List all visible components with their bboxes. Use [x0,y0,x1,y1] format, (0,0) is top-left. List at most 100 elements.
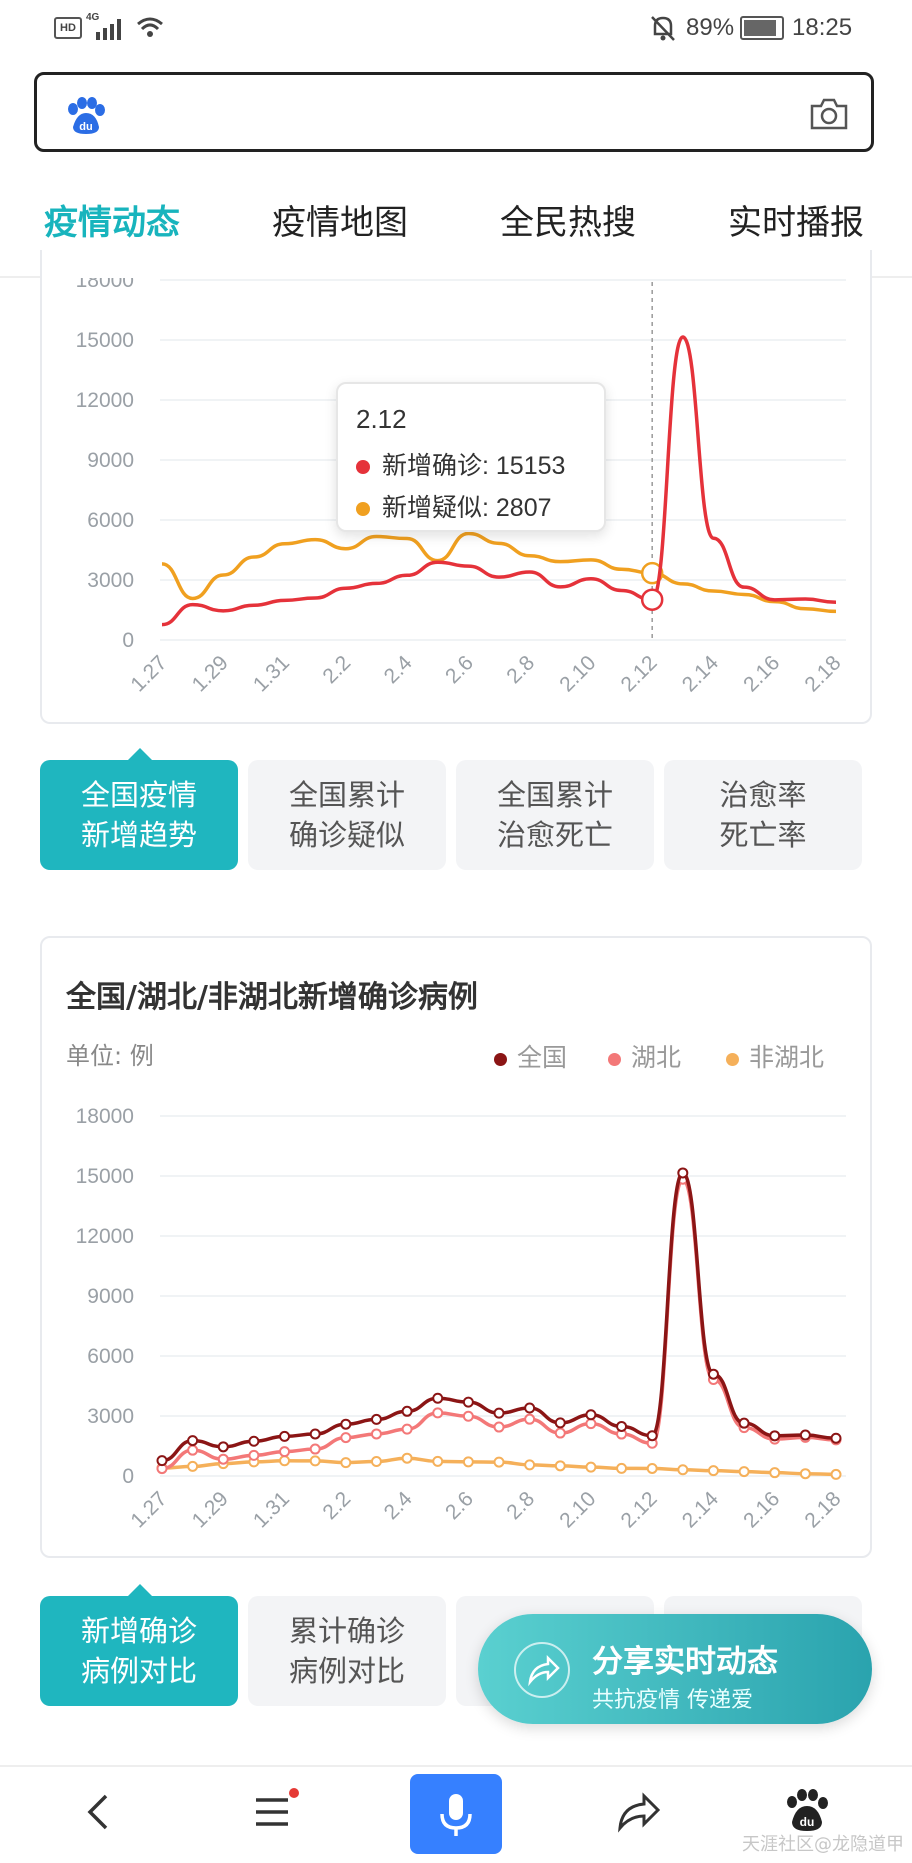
chart2-svg[interactable]: 0 3000 6000 9000 12000 15000 18000 1.27 1.29 1.31… [0,1100,912,1550]
data-point [217,1441,229,1453]
y-tick-label: 15000 [76,329,134,352]
data-point [401,1405,413,1417]
tooltip-date: 2.12 [356,404,407,434]
segment-line2: 死亡率 [719,818,807,852]
data-point [279,1430,291,1442]
y-tick-label: 12000 [76,389,134,412]
segment-cure-death-rate[interactable]: 治愈率 死亡率 [664,760,862,870]
data-point [830,1468,842,1480]
svg-text:du: du [800,1815,815,1829]
data-point [799,1468,811,1480]
data-point [524,1459,536,1471]
tab-epidemic-news[interactable]: 疫情动态 [44,203,180,243]
chart2-title: 全国/湖北/非湖北新增确诊病例 [66,980,478,1015]
highlight-point [640,588,664,611]
legend-hubei[interactable]: 湖北 [608,1038,681,1074]
legend-national[interactable]: 全国 [494,1038,567,1074]
battery-icon [740,16,784,40]
x-tick-label: 1.31 [249,651,294,696]
data-point [738,1466,750,1478]
battery-percent: 89% [686,14,735,41]
chart1-tooltip: 2.12 新增确诊: 15153 新增疑似: 2807 [336,382,606,532]
share-live-button[interactable]: 分享实时动态 共抗疫情 传递爱 [478,1614,872,1724]
x-tick-label: 2.6 [441,1487,478,1524]
chart1-svg[interactable]: 0 3000 6000 9000 12000 15000 18000 1.27 1.29 1.31… [0,278,912,718]
data-point [524,1402,536,1414]
share-icon[interactable] [614,1790,662,1834]
data-point [585,1461,597,1473]
signal-icon [96,19,121,40]
x-tick-label: 1.29 [188,651,233,696]
series-line-新增疑似 [161,531,837,614]
x-tick-label: 2.16 [739,1487,784,1532]
data-point [462,1456,474,1468]
network-type: 4G [86,12,100,23]
x-tick-label: 2.4 [380,1487,417,1524]
tooltip-suspected-text: 新增疑似: 2807 [382,494,552,522]
segment-new-confirmed-compare[interactable]: 新增确诊 病例对比 [40,1596,238,1706]
segment-line1: 新增确诊 [80,1614,197,1648]
data-point [646,1430,658,1442]
data-point [493,1456,505,1468]
data-point [585,1418,597,1430]
data-point [554,1460,566,1472]
tab-hot-search[interactable]: 全民热搜 [500,203,636,243]
legend-dot [494,1052,507,1066]
segment-cumulative-confirmed-suspected[interactable]: 全国累计 确诊疑似 [248,760,446,870]
y-tick-label: 3000 [87,569,134,592]
segment-cumulative-confirmed-compare[interactable]: 累计确诊 病例对比 [248,1596,446,1706]
data-point [616,1462,628,1474]
data-point [432,1455,444,1467]
y-tick-label: 9000 [87,1285,134,1308]
data-point [769,1467,781,1479]
segment-line1: 治愈率 [719,778,807,812]
data-point [156,1455,168,1467]
x-tick-label: 2.12 [617,1487,662,1532]
segment-line2: 病例对比 [80,1654,197,1688]
x-tick-label: 2.2 [318,651,355,688]
tab-live-report[interactable]: 实时播报 [728,203,864,243]
share-subtitle: 共抗疫情 传递爱 [592,1688,753,1713]
legend-label: 全国 [517,1043,568,1072]
y-tick-label: 6000 [87,1345,134,1368]
data-point [524,1413,536,1425]
x-tick-label: 2.10 [555,1487,600,1532]
hd-indicator: HD [54,17,82,39]
tab-epidemic-map[interactable]: 疫情地图 [272,203,408,243]
x-tick-label: 1.27 [126,1487,171,1532]
segment-national-new-trend[interactable]: 全国疫情 新增趋势 [40,760,238,870]
tooltip-confirmed-text: 新增确诊: 15153 [382,452,566,480]
segment-line2: 确诊疑似 [288,818,405,852]
x-tick-label: 2.16 [739,651,784,696]
tooltip-row-confirmed: 新增确诊: 15153 [356,446,565,482]
search-box[interactable]: du [34,72,874,152]
baidu-icon[interactable]: du [784,1788,830,1834]
legend-non-hubei[interactable]: 非湖北 [726,1038,824,1074]
y-tick-label: 15000 [76,1165,134,1188]
wifi-icon [137,17,163,37]
data-point [493,1421,505,1433]
data-point [309,1455,321,1467]
voice-search-button[interactable] [410,1774,502,1854]
data-point [769,1430,781,1442]
data-point [554,1427,566,1439]
y-tick-label: 6000 [87,509,134,532]
y-tick-label: 0 [122,1465,134,1488]
legend-dot [356,460,370,475]
highlight-point [640,561,664,585]
status-bar: HD 4G 89% 18:25 [0,0,912,56]
x-tick-label: 2.18 [800,1487,845,1532]
watermark: 天涯社区@龙隐道甲 [742,1834,904,1855]
data-point [248,1435,260,1447]
x-tick-label: 1.31 [249,1487,294,1532]
data-point [187,1460,199,1472]
data-point [462,1410,474,1422]
camera-icon[interactable] [809,97,849,131]
data-point [279,1455,291,1467]
back-icon[interactable] [84,1792,114,1832]
data-point [799,1429,811,1441]
segment-line1: 累计确诊 [288,1614,405,1648]
menu-icon[interactable] [252,1786,300,1834]
share-arrow-icon [514,1642,570,1698]
segment-cumulative-cured-dead[interactable]: 全国累计 治愈死亡 [456,760,654,870]
